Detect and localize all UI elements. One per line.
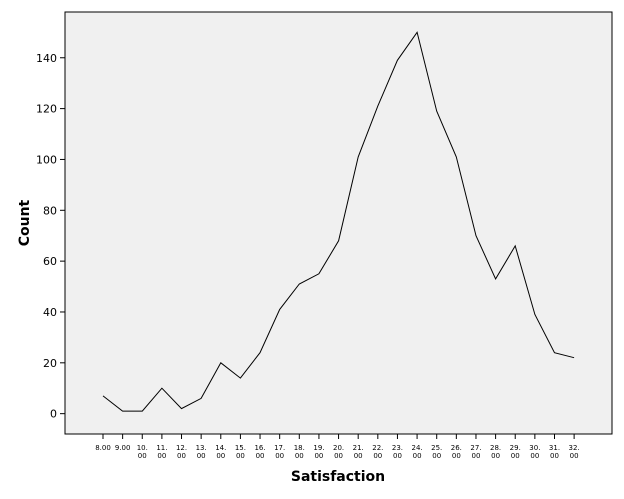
x-tick-label: 14. 00 <box>215 444 226 460</box>
x-tick-label: 9.00 <box>115 444 131 452</box>
x-tick-label: 20. 00 <box>333 444 344 460</box>
x-axis: 8.00 9.00 10. 00 11. 00 12. 00 13. 00 14. 00 15. 00 16… <box>95 434 580 460</box>
y-axis: 0 20 40 60 80 100 120 140 <box>36 52 65 421</box>
x-tick-label: 25. 00 <box>431 444 442 460</box>
x-tick-label: 26. 00 <box>451 444 462 460</box>
x-tick-label: 8.00 <box>95 444 111 452</box>
x-tick-label: 30. 00 <box>529 444 540 460</box>
x-tick-label: 18. 00 <box>294 444 305 460</box>
x-tick-label: 23. 00 <box>392 444 403 460</box>
x-tick-label: 15. 00 <box>235 444 246 460</box>
y-tick-label: 40 <box>43 306 57 319</box>
y-tick-label: 100 <box>36 153 57 166</box>
x-tick-label: 28. 00 <box>490 444 501 460</box>
x-tick-label: 13. 00 <box>196 444 207 460</box>
x-tick-label: 22. 00 <box>372 444 383 460</box>
y-tick-label: 80 <box>43 204 57 217</box>
x-tick-label: 27. 00 <box>470 444 481 460</box>
x-tick-label: 12. 00 <box>176 444 187 460</box>
x-tick-label: 31. 00 <box>549 444 560 460</box>
x-tick-label: 17. 00 <box>274 444 285 460</box>
plot-area <box>64 11 613 435</box>
x-tick-label: 19. 00 <box>313 444 324 460</box>
y-tick-label: 120 <box>36 103 57 116</box>
y-tick-label: 20 <box>43 357 57 370</box>
y-axis-title: Count <box>17 199 33 246</box>
x-tick-label: 11. 00 <box>156 444 167 460</box>
x-tick-label: 24. 00 <box>412 444 423 460</box>
x-tick-label: 32. 00 <box>569 444 580 460</box>
x-tick-label: 21. 00 <box>353 444 364 460</box>
x-tick-label: 16. 00 <box>254 444 265 460</box>
y-tick-label: 140 <box>36 52 57 65</box>
series-line <box>102 31 575 412</box>
x-tick-label: 10. 00 <box>137 444 148 460</box>
x-axis-title: Satisfaction <box>291 469 385 485</box>
y-tick-label: 60 <box>43 255 57 268</box>
x-tick-label: 29. 00 <box>510 444 521 460</box>
y-tick-label: 0 <box>50 408 57 421</box>
